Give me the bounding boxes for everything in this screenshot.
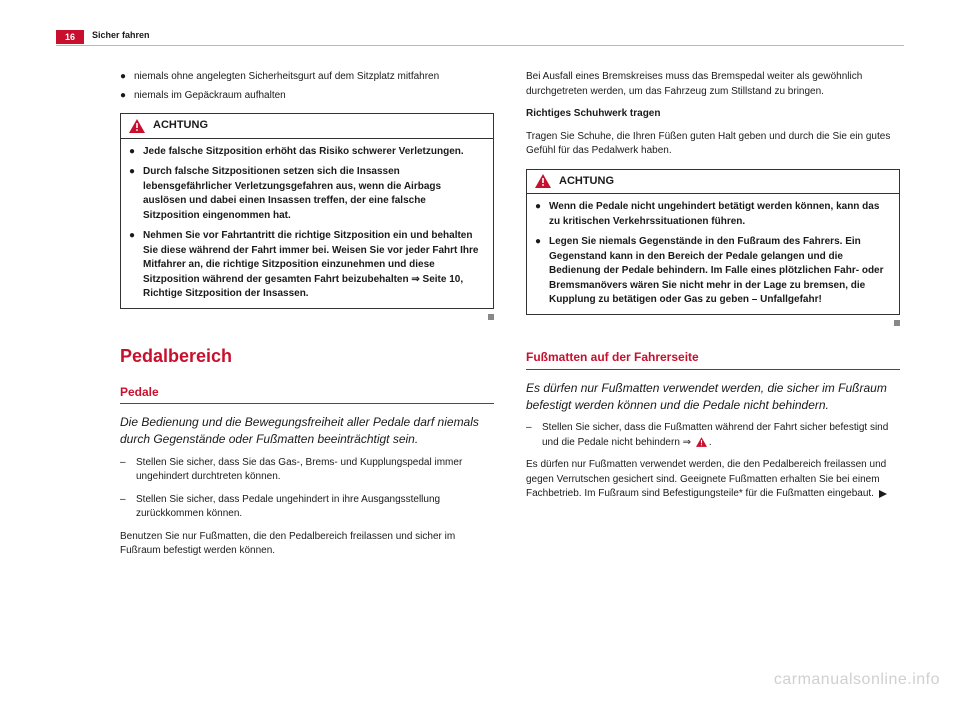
section-end-marker — [120, 311, 494, 326]
bullet-item: ● niemals im Gepäckraum aufhalten — [120, 89, 494, 104]
dash-text: Stellen Sie sicher, dass Pedale ungehind… — [136, 493, 494, 522]
warning-box: ACHTUNG ● Wenn die Pedale nicht ungehind… — [526, 169, 900, 315]
subheading-pedale: Pedale — [120, 384, 494, 404]
warning-triangle-icon — [535, 174, 551, 188]
warning-label: ACHTUNG — [153, 118, 208, 134]
body-paragraph: Bei Ausfall eines Bremskreises muss das … — [526, 70, 900, 99]
warning-body: ● Wenn die Pedale nicht ungehindert betä… — [527, 194, 899, 314]
warning-triangle-icon — [129, 119, 145, 133]
warning-text: Legen Sie niemals Gegenstände in den Fuß… — [549, 235, 891, 308]
bold-subhead: Richtiges Schuhwerk tragen — [526, 107, 900, 122]
watermark-text: carmanualsonline.info — [774, 671, 940, 689]
bullet-icon: ● — [120, 89, 126, 104]
bullet-text: niemals im Gepäckraum aufhalten — [134, 89, 286, 104]
warning-body: ● Jede falsche Sitzposition erhöht das R… — [121, 139, 493, 308]
dash-item: – Stellen Sie sicher, dass Sie das Gas-,… — [120, 456, 494, 485]
bullet-icon: ● — [129, 145, 135, 160]
dash-item: – Stellen Sie sicher, dass Pedale ungehi… — [120, 493, 494, 522]
warning-text: Jede falsche Sitzposition erhöht das Ris… — [143, 145, 464, 160]
bullet-icon: ● — [535, 235, 541, 308]
intro-paragraph: Die Bedienung und die Bewegungsfreiheit … — [120, 414, 494, 448]
footer-paragraph: Es dürfen nur Fußmatten verwendet werden… — [526, 458, 900, 502]
warning-header: ACHTUNG — [527, 170, 899, 195]
section-end-marker — [526, 317, 900, 332]
bullet-icon: ● — [129, 165, 135, 223]
dash-list: – Stellen Sie sicher, dass Sie das Gas-,… — [120, 456, 494, 522]
warning-item: ● Nehmen Sie vor Fahrtantritt die richti… — [129, 229, 485, 302]
intro-paragraph: Es dürfen nur Fußmatten verwendet werden… — [526, 380, 900, 414]
dash-text-suffix: . — [709, 437, 712, 448]
dash-text: Stellen Sie sicher, dass Sie das Gas-, B… — [136, 456, 494, 485]
footer-text: Es dürfen nur Fußmatten verwendet werden… — [526, 459, 886, 499]
footer-paragraph: Benutzen Sie nur Fußmatten, die den Peda… — [120, 530, 494, 559]
subheading-fussmatten: Fußmatten auf der Fahrerseite — [526, 349, 900, 369]
warning-text: Durch falsche Sitzpositionen setzen sich… — [143, 165, 485, 223]
intro-bullets: ● niemals ohne angelegten Sicherheitsgur… — [120, 70, 494, 103]
dash-icon: – — [120, 493, 128, 522]
right-column: Bei Ausfall eines Bremskreises muss das … — [526, 70, 900, 661]
warning-triangle-icon — [696, 437, 707, 447]
body-paragraph: Tragen Sie Schuhe, die Ihren Füßen guten… — [526, 130, 900, 159]
page-root: 16 Sicher fahren ● niemals ohne angelegt… — [0, 0, 960, 701]
left-column: ● niemals ohne angelegten Sicherheitsgur… — [120, 70, 494, 661]
dash-text-prefix: Stellen Sie sicher, dass die Fußmatten w… — [542, 422, 888, 448]
dash-text: Stellen Sie sicher, dass die Fußmatten w… — [542, 421, 900, 450]
bullet-icon: ● — [120, 70, 126, 85]
warning-header: ACHTUNG — [121, 114, 493, 139]
running-header: Sicher fahren — [92, 30, 150, 40]
bullet-icon: ● — [535, 200, 541, 229]
warning-text: Wenn die Pedale nicht ungehindert betäti… — [549, 200, 891, 229]
dash-icon: – — [526, 421, 534, 450]
bullet-text: niemals ohne angelegten Sicherheitsgurt … — [134, 70, 439, 85]
warning-label: ACHTUNG — [559, 174, 614, 190]
warning-item: ● Legen Sie niemals Gegenstände in den F… — [535, 235, 891, 308]
warning-text: Nehmen Sie vor Fahrtantritt die richtige… — [143, 229, 485, 302]
bullet-icon: ● — [129, 229, 135, 302]
warning-item: ● Durch falsche Sitzpositionen setzen si… — [129, 165, 485, 223]
warning-item: ● Wenn die Pedale nicht ungehindert betä… — [535, 200, 891, 229]
dash-icon: – — [120, 456, 128, 485]
dash-item: – Stellen Sie sicher, dass die Fußmatten… — [526, 421, 900, 450]
warning-item: ● Jede falsche Sitzposition erhöht das R… — [129, 145, 485, 160]
continuation-arrow-icon — [879, 490, 887, 498]
section-heading-pedalbereich: Pedalbereich — [120, 343, 494, 369]
bullet-item: ● niemals ohne angelegten Sicherheitsgur… — [120, 70, 494, 85]
page-number-tab: 16 — [56, 30, 84, 44]
header-rule — [56, 45, 904, 46]
warning-box: ACHTUNG ● Jede falsche Sitzposition erhö… — [120, 113, 494, 309]
dash-list: – Stellen Sie sicher, dass die Fußmatten… — [526, 421, 900, 450]
content-columns: ● niemals ohne angelegten Sicherheitsgur… — [120, 70, 900, 661]
